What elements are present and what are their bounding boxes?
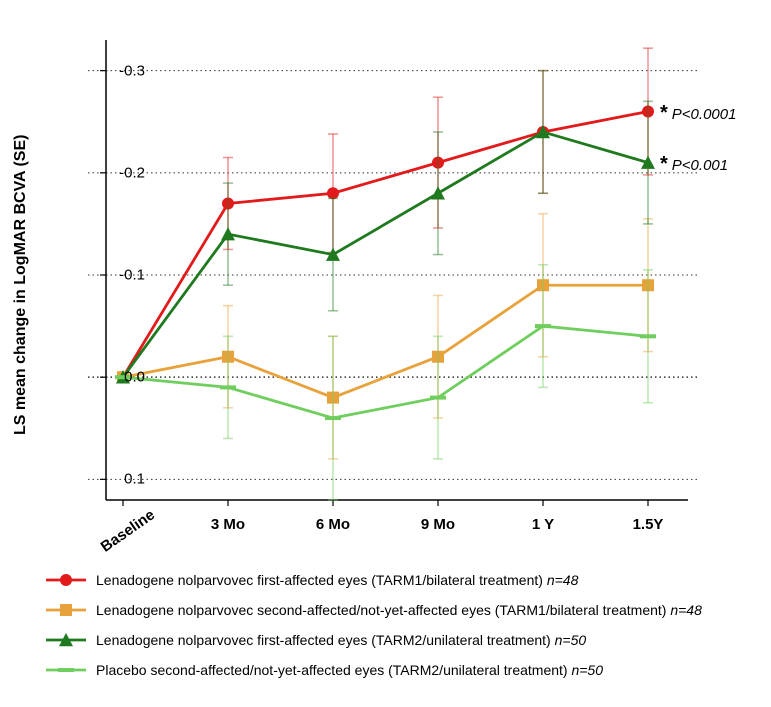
legend-swatch [46,662,86,678]
x-tick-label: 1.5Y [633,516,664,533]
x-tick-label: 3 Mo [211,516,245,533]
legend-item: Placebo second-affected/not-yet-affected… [46,655,736,685]
legend: Lenadogene nolparvovec first-affected ey… [46,565,736,685]
legend-label: Lenadogene nolparvovec second-affected/n… [96,602,702,618]
x-tick-label: 6 Mo [316,516,350,533]
x-tick-label: Baseline [98,506,158,555]
x-tick-label: 9 Mo [421,516,455,533]
legend-label: Lenadogene nolparvovec first-affected ey… [96,572,578,588]
legend-label: Lenadogene nolparvovec first-affected ey… [96,632,586,648]
y-tick-label: -0.3 [119,62,145,79]
legend-item: Lenadogene nolparvovec second-affected/n… [46,595,736,625]
p-value-annotation: *P<0.0001 [660,102,736,125]
legend-swatch [46,572,86,588]
legend-label: Placebo second-affected/not-yet-affected… [96,662,603,678]
x-tick-label: 1 Y [532,516,554,533]
p-value-annotation: *P<0.001 [660,153,728,176]
y-tick-label: -0.2 [119,164,145,181]
legend-swatch [46,602,86,618]
y-tick-label: 0.1 [124,471,145,488]
legend-item: Lenadogene nolparvovec first-affected ey… [46,565,736,595]
legend-item: Lenadogene nolparvovec first-affected ey… [46,625,736,655]
plot-area [88,40,698,510]
legend-swatch [46,632,86,648]
y-axis-label: LS mean change in LogMAR BCVA (SE) [12,50,30,520]
y-tick-label: -0.1 [119,267,145,284]
y-tick-label: 0.0 [124,369,145,386]
